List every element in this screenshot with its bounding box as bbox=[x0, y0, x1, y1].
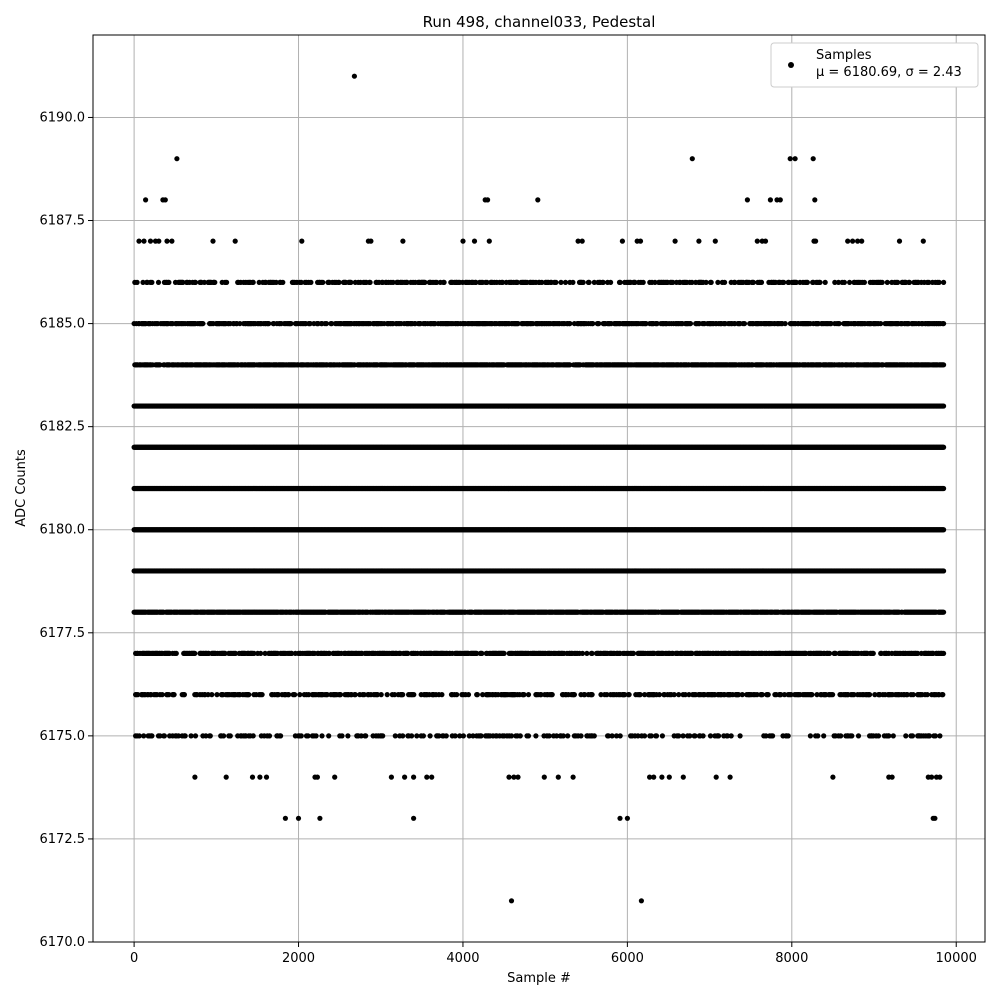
data-point bbox=[926, 279, 932, 285]
data-point bbox=[180, 279, 186, 285]
data-point bbox=[134, 279, 140, 285]
data-point bbox=[817, 279, 823, 285]
data-point bbox=[539, 279, 545, 285]
data-point bbox=[256, 279, 262, 285]
data-point bbox=[941, 403, 947, 409]
data-point bbox=[941, 279, 947, 285]
data-point bbox=[941, 320, 947, 327]
data-point bbox=[515, 320, 521, 327]
data-point bbox=[591, 279, 597, 285]
data-point bbox=[367, 279, 373, 285]
data-point bbox=[280, 279, 286, 285]
data-point bbox=[237, 320, 243, 327]
data-point bbox=[250, 279, 256, 285]
data-point bbox=[484, 279, 490, 285]
data-point bbox=[348, 279, 354, 285]
data-point bbox=[600, 279, 606, 285]
data-point bbox=[266, 320, 272, 327]
data-point bbox=[288, 320, 294, 327]
data-point bbox=[149, 279, 155, 285]
data-point bbox=[320, 279, 326, 285]
data-point bbox=[562, 279, 569, 285]
data-point bbox=[434, 279, 440, 285]
data-point bbox=[828, 320, 834, 327]
data-point bbox=[708, 279, 714, 285]
data-point bbox=[895, 279, 901, 285]
data-point bbox=[580, 279, 586, 285]
data-point bbox=[201, 279, 207, 285]
data-point bbox=[741, 320, 748, 327]
data-point bbox=[715, 279, 721, 285]
data-point bbox=[878, 320, 884, 327]
data-point bbox=[590, 320, 596, 327]
data-point bbox=[654, 320, 660, 327]
data-point bbox=[308, 279, 314, 285]
data-point bbox=[273, 279, 279, 285]
data-point bbox=[329, 320, 335, 327]
data-point bbox=[632, 279, 638, 285]
data-point bbox=[884, 279, 890, 285]
data-point bbox=[200, 320, 206, 327]
data-point bbox=[835, 279, 842, 285]
data-point bbox=[140, 279, 146, 285]
data-point bbox=[670, 279, 676, 285]
data-point bbox=[298, 279, 304, 285]
data-point bbox=[307, 320, 313, 327]
data-point bbox=[608, 279, 614, 285]
data-point bbox=[758, 279, 765, 285]
data-point bbox=[514, 279, 521, 285]
data-point bbox=[323, 320, 330, 327]
data-point bbox=[822, 279, 828, 285]
data-point bbox=[879, 279, 885, 285]
data-point bbox=[596, 320, 602, 327]
data-point bbox=[836, 320, 842, 327]
data-point bbox=[861, 279, 868, 285]
data-point bbox=[617, 279, 623, 285]
data-point bbox=[192, 279, 199, 285]
data-point bbox=[750, 279, 757, 285]
data-point bbox=[473, 279, 479, 285]
data-point bbox=[155, 279, 162, 285]
data-point bbox=[336, 279, 342, 285]
data-point bbox=[732, 279, 738, 285]
data-point bbox=[558, 279, 564, 285]
data-point bbox=[224, 279, 230, 285]
chart-title: Run 498, channel033, Pedestal bbox=[423, 13, 656, 31]
data-point bbox=[212, 279, 218, 285]
data-point bbox=[404, 279, 410, 285]
data-point bbox=[500, 279, 506, 285]
data-point bbox=[941, 444, 947, 450]
data-point bbox=[689, 279, 695, 285]
data-point bbox=[793, 279, 799, 285]
data-point bbox=[390, 279, 396, 285]
data-point bbox=[906, 279, 913, 285]
data-point bbox=[722, 279, 728, 285]
data-point bbox=[832, 279, 838, 285]
data-point bbox=[847, 279, 853, 285]
data-point bbox=[936, 279, 942, 285]
points-layer bbox=[131, 73, 947, 904]
data-point bbox=[643, 320, 649, 327]
data-point bbox=[157, 362, 163, 368]
data-point bbox=[422, 279, 428, 285]
data-point bbox=[166, 279, 172, 285]
data-point bbox=[782, 320, 788, 327]
data-point bbox=[553, 279, 559, 285]
data-point bbox=[703, 279, 709, 285]
data-point bbox=[586, 279, 592, 285]
data-point bbox=[570, 279, 576, 285]
data-point bbox=[941, 362, 947, 368]
data-point bbox=[841, 279, 848, 285]
data-point bbox=[652, 279, 658, 285]
data-point bbox=[567, 320, 573, 327]
data-point bbox=[804, 279, 811, 285]
data-point bbox=[640, 279, 646, 285]
data-point bbox=[441, 279, 447, 285]
data-point bbox=[781, 279, 787, 285]
data-point bbox=[687, 320, 694, 327]
